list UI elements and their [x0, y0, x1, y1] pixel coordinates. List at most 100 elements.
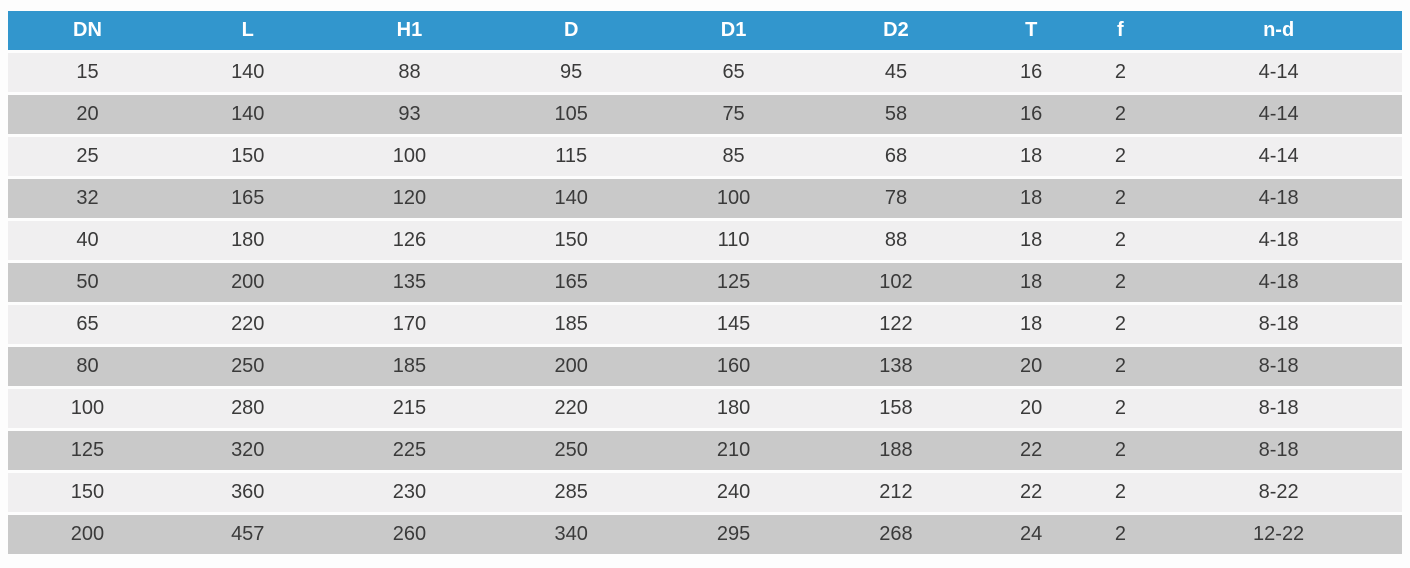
table-cell: 18	[976, 137, 1086, 176]
table-cell: 188	[815, 431, 977, 470]
column-header-dn: DN	[8, 11, 167, 50]
table-row: 25 150 100 115 85 68 18 2 4-14	[8, 137, 1402, 176]
table-cell: 125	[652, 263, 816, 302]
table-cell: 2	[1085, 179, 1156, 218]
table-cell: 100	[328, 137, 491, 176]
table-row: 125 320 225 250 210 188 22 2 8-18	[8, 431, 1402, 470]
table-cell: 165	[490, 263, 653, 302]
table-cell: 4-14	[1155, 137, 1402, 176]
table-cell: 20	[8, 95, 167, 134]
table-cell: 65	[8, 305, 167, 344]
table-cell: 185	[490, 305, 653, 344]
table-cell: 150	[8, 473, 167, 512]
table-cell: 126	[328, 221, 491, 260]
table-cell: 8-22	[1155, 473, 1402, 512]
table-row: 80 250 185 200 160 138 20 2 8-18	[8, 347, 1402, 386]
table-cell: 2	[1085, 431, 1156, 470]
header-row: DN L H1 D D1 D2 T f n-d	[8, 11, 1402, 50]
table-cell: 295	[652, 515, 816, 554]
table-cell: 250	[490, 431, 653, 470]
table-cell: 320	[166, 431, 329, 470]
table-row: 100 280 215 220 180 158 20 2 8-18	[8, 389, 1402, 428]
column-header-nd: n-d	[1155, 11, 1402, 50]
column-header-h1: H1	[328, 11, 491, 50]
table-cell: 4-18	[1155, 263, 1402, 302]
column-header-t: T	[976, 11, 1086, 50]
table-cell: 135	[328, 263, 491, 302]
table-cell: 4-18	[1155, 221, 1402, 260]
table-cell: 32	[8, 179, 167, 218]
table-cell: 140	[490, 179, 653, 218]
table-cell: 18	[976, 221, 1086, 260]
table-row: 40 180 126 150 110 88 18 2 4-18	[8, 221, 1402, 260]
table-cell: 85	[652, 137, 816, 176]
table-cell: 18	[976, 305, 1086, 344]
table-row: 65 220 170 185 145 122 18 2 8-18	[8, 305, 1402, 344]
table-cell: 2	[1085, 473, 1156, 512]
table-cell: 225	[328, 431, 491, 470]
table-cell: 138	[815, 347, 977, 386]
table-cell: 78	[815, 179, 977, 218]
table-cell: 8-18	[1155, 305, 1402, 344]
table-cell: 145	[652, 305, 816, 344]
table-cell: 220	[490, 389, 653, 428]
table-cell: 140	[166, 95, 329, 134]
table-row: 150 360 230 285 240 212 22 2 8-22	[8, 473, 1402, 512]
table-cell: 285	[490, 473, 653, 512]
table-cell: 110	[652, 221, 816, 260]
table-cell: 125	[8, 431, 167, 470]
table-cell: 150	[490, 221, 653, 260]
table-cell: 16	[976, 53, 1086, 92]
table-cell: 80	[8, 347, 167, 386]
table-cell: 122	[815, 305, 977, 344]
table-cell: 200	[490, 347, 653, 386]
table-row: 200 457 260 340 295 268 24 2 12-22	[8, 515, 1402, 554]
table-cell: 120	[328, 179, 491, 218]
table-cell: 65	[652, 53, 816, 92]
table-cell: 220	[166, 305, 329, 344]
table-cell: 18	[976, 263, 1086, 302]
table-row: 15 140 88 95 65 45 16 2 4-14	[8, 53, 1402, 92]
table-cell: 93	[328, 95, 491, 134]
table-cell: 16	[976, 95, 1086, 134]
table-cell: 2	[1085, 137, 1156, 176]
table-cell: 457	[166, 515, 329, 554]
table-cell: 250	[166, 347, 329, 386]
dimension-table: DN L H1 D D1 D2 T f n-d 15 140 88 95 65 45 16 2…	[8, 8, 1402, 557]
table-cell: 95	[490, 53, 653, 92]
table-cell: 12-22	[1155, 515, 1402, 554]
table-cell: 102	[815, 263, 977, 302]
table-cell: 165	[166, 179, 329, 218]
table-cell: 360	[166, 473, 329, 512]
table-cell: 140	[166, 53, 329, 92]
table-cell: 180	[166, 221, 329, 260]
table-cell: 2	[1085, 347, 1156, 386]
table-cell: 230	[328, 473, 491, 512]
table-cell: 240	[652, 473, 816, 512]
table-row: 20 140 93 105 75 58 16 2 4-14	[8, 95, 1402, 134]
table-cell: 200	[166, 263, 329, 302]
table-cell: 4-14	[1155, 95, 1402, 134]
table-cell: 268	[815, 515, 977, 554]
table-cell: 2	[1085, 221, 1156, 260]
table-cell: 2	[1085, 305, 1156, 344]
table-cell: 4-18	[1155, 179, 1402, 218]
column-header-l: L	[166, 11, 329, 50]
table-cell: 50	[8, 263, 167, 302]
table-cell: 18	[976, 179, 1086, 218]
table-cell: 20	[976, 389, 1086, 428]
table-cell: 40	[8, 221, 167, 260]
table-cell: 25	[8, 137, 167, 176]
table-cell: 200	[8, 515, 167, 554]
table-cell: 210	[652, 431, 816, 470]
table-cell: 22	[976, 431, 1086, 470]
table-cell: 8-18	[1155, 431, 1402, 470]
column-header-d: D	[490, 11, 653, 50]
table-row: 32 165 120 140 100 78 18 2 4-18	[8, 179, 1402, 218]
table-cell: 158	[815, 389, 977, 428]
table-cell: 2	[1085, 389, 1156, 428]
table-cell: 185	[328, 347, 491, 386]
table-cell: 215	[328, 389, 491, 428]
table-cell: 2	[1085, 53, 1156, 92]
